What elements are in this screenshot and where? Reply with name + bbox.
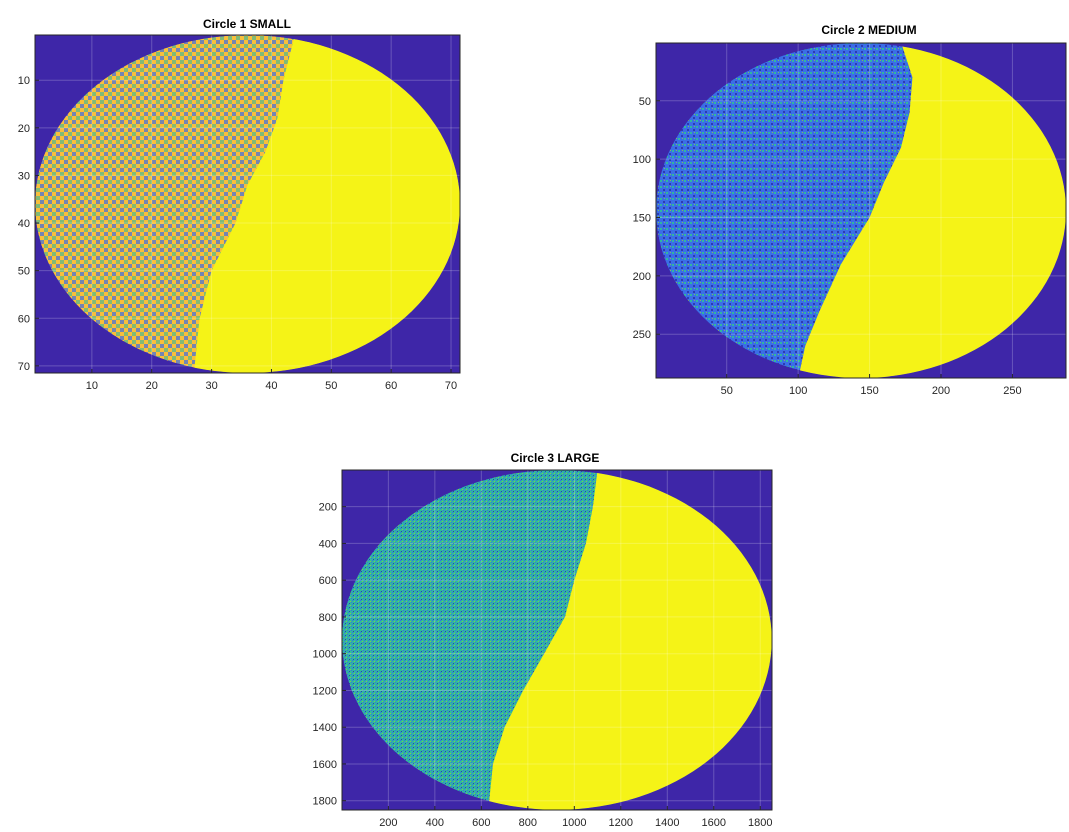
y-tick-label: 10 <box>18 75 30 87</box>
right-region <box>193 35 460 373</box>
y-tick-label: 60 <box>18 313 30 325</box>
x-tick-label: 1800 <box>748 817 772 829</box>
x-tick-label: 1000 <box>562 817 586 829</box>
x-tick-label: 100 <box>789 385 807 397</box>
x-tick-label: 250 <box>1003 385 1021 397</box>
y-tick-label: 30 <box>18 170 30 182</box>
y-tick-label: 400 <box>319 538 337 550</box>
y-tick-label: 150 <box>633 213 651 225</box>
panel-circle-1-small: Circle 1 SMALL 10 20 30 40 50 60 70 10 20 30 40 50 6… <box>18 17 461 392</box>
panel-title: Circle 2 MEDIUM <box>821 23 916 37</box>
x-tick-label: 200 <box>379 817 397 829</box>
x-tick-label: 400 <box>426 817 444 829</box>
y-tick-label: 20 <box>18 123 30 135</box>
x-tick-label: 200 <box>932 385 950 397</box>
x-tick-label: 60 <box>385 380 397 392</box>
y-tick-label: 200 <box>633 271 651 283</box>
circle-region <box>342 469 772 810</box>
panel-title: Circle 1 SMALL <box>203 17 291 31</box>
y-tick-label: 40 <box>18 218 30 230</box>
x-tick-label: 50 <box>721 385 733 397</box>
right-region <box>488 469 772 810</box>
y-tick-label: 1800 <box>313 796 337 808</box>
y-tick-label: 600 <box>319 575 337 587</box>
y-tick-label: 70 <box>18 361 30 373</box>
x-tick-label: 10 <box>86 380 98 392</box>
y-tick-label: 1600 <box>313 759 337 771</box>
y-tick-label: 1000 <box>313 649 337 661</box>
axis-box <box>34 34 461 374</box>
x-tick-label: 1200 <box>609 817 633 829</box>
x-tick-label: 20 <box>146 380 158 392</box>
y-tick-label: 50 <box>639 96 651 108</box>
panel-circle-2-medium: Circle 2 MEDIUM 50 100 150 200 250 50 100 150 20… <box>633 23 1067 397</box>
x-tick-label: 1600 <box>702 817 726 829</box>
x-tick-label: 30 <box>205 380 217 392</box>
panel-circle-3-large: Circle 3 LARGE 200 400 600 800 1000 1200 1400 1… <box>313 451 773 829</box>
y-tick-label: 250 <box>633 329 651 341</box>
x-tick-label: 50 <box>325 380 337 392</box>
x-tick-label: 70 <box>445 380 457 392</box>
panel-title: Circle 3 LARGE <box>511 451 600 465</box>
y-tick-label: 1400 <box>313 722 337 734</box>
x-tick-label: 40 <box>265 380 277 392</box>
right-region <box>798 43 1066 378</box>
x-tick-label: 800 <box>519 817 537 829</box>
circle-region <box>35 35 460 373</box>
y-tick-label: 200 <box>319 502 337 514</box>
y-tick-label: 50 <box>18 266 30 278</box>
x-tick-label: 150 <box>860 385 878 397</box>
y-tick-label: 100 <box>633 154 651 166</box>
axis-box <box>655 42 1067 379</box>
y-tick-label: 800 <box>319 612 337 624</box>
x-tick-label: 1400 <box>655 817 679 829</box>
circle-region <box>656 43 1066 378</box>
x-tick-label: 600 <box>472 817 490 829</box>
y-tick-label: 1200 <box>313 685 337 697</box>
axis-box <box>341 469 773 811</box>
